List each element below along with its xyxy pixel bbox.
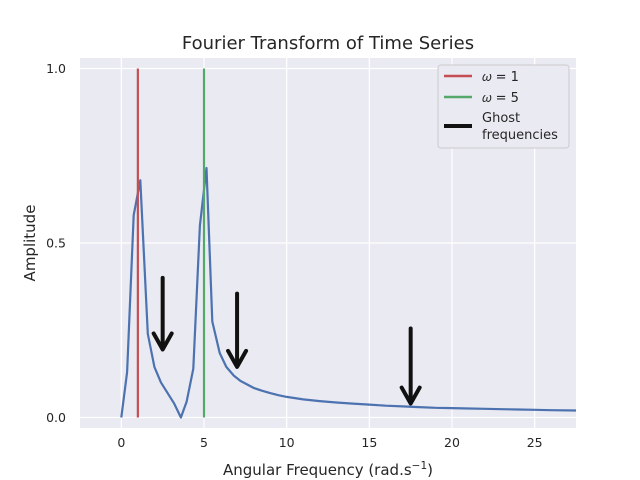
y-tick-label: 1.0 [46, 61, 66, 76]
ghost-arrow-head [399, 385, 422, 406]
data-lines [120, 68, 577, 419]
x-tick-label: 20 [444, 435, 460, 450]
x-tick-labels: 0 5 10 15 20 25 [117, 435, 542, 450]
legend-label-ghost-line2: frequencies [482, 128, 558, 143]
y-axis-label: Amplitude [21, 205, 39, 282]
x-tick-label: 5 [200, 435, 208, 450]
x-tick-label: 10 [279, 435, 295, 450]
legend-label-omega-5: 𝜔 = 5 [482, 91, 519, 106]
x-tick-label: 25 [527, 435, 543, 450]
legend: 𝜔 = 1 𝜔 = 5 Ghost frequencies [437, 64, 570, 149]
legend-label-ghost-line1: Ghost [482, 111, 520, 126]
chart-title: Fourier Transform of Time Series [182, 33, 474, 54]
ghost-arrows [151, 275, 422, 406]
x-axis-label: Angular Frequency (rad.s−1) [223, 460, 433, 479]
legend-label-omega-1: 𝜔 = 1 [482, 70, 519, 85]
y-tick-labels: 0.0 0.5 1.0 [46, 61, 66, 425]
x-tick-label: 0 [117, 435, 125, 450]
y-tick-label: 0.0 [46, 410, 66, 425]
ghost-arrow-head [226, 348, 249, 369]
ghost-arrow-head [151, 331, 174, 352]
y-tick-label: 0.5 [46, 236, 66, 251]
x-tick-label: 15 [361, 435, 377, 450]
spectrum-line [120, 166, 577, 419]
